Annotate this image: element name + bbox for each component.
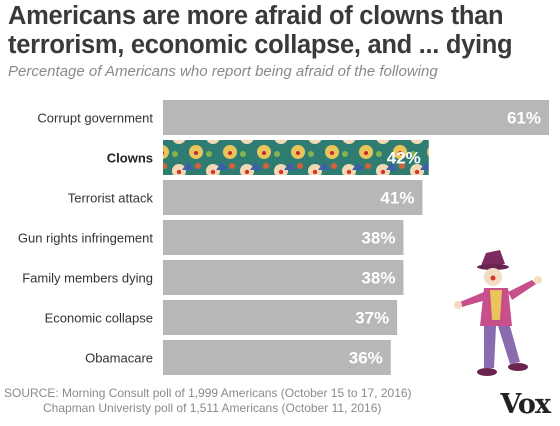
bar-terrorist-attack <box>163 180 423 215</box>
value-label-clowns: 42% <box>387 149 421 168</box>
category-label-family-members-dying: Family members dying <box>22 271 153 286</box>
bar-corrupt-government <box>163 100 549 135</box>
bar-family-members-dying <box>163 260 404 295</box>
clown-illustration <box>454 250 542 376</box>
bar-chart: Corrupt government 61% Clowns 42% Terrorist … <box>18 100 549 375</box>
bar-clowns <box>163 140 429 175</box>
source-line-1: SOURCE: Morning Consult poll of 1,999 Am… <box>4 386 412 400</box>
category-label-obamacare: Obamacare <box>85 351 153 366</box>
category-label-clowns: Clowns <box>107 151 153 166</box>
category-label-corrupt-government: Corrupt government <box>37 111 153 126</box>
value-label-family-members-dying: 38% <box>361 269 395 288</box>
value-label-corrupt-government: 61% <box>507 109 541 128</box>
category-label-terrorist-attack: Terrorist attack <box>68 191 154 206</box>
source-note: SOURCE: Morning Consult poll of 1,999 Am… <box>4 386 412 416</box>
bar-gun-rights-infringement <box>163 220 404 255</box>
category-label-economic-collapse: Economic collapse <box>45 311 153 326</box>
chart-subtitle: Percentage of Americans who report being… <box>8 63 438 80</box>
vox-logo: Vox <box>500 389 551 420</box>
value-label-terrorist-attack: 41% <box>380 189 414 208</box>
bar-economic-collapse <box>163 300 398 335</box>
value-label-gun-rights-infringement: 38% <box>361 229 395 248</box>
value-label-economic-collapse: 37% <box>355 309 389 328</box>
source-line-2: Chapman Univeristy poll of 1,511 America… <box>43 401 382 415</box>
category-label-gun-rights-infringement: Gun rights infringement <box>18 231 154 246</box>
value-label-obamacare: 36% <box>349 349 383 368</box>
chart-title: Americans are more afraid of clowns than… <box>8 2 513 59</box>
bar-obamacare <box>163 340 391 375</box>
